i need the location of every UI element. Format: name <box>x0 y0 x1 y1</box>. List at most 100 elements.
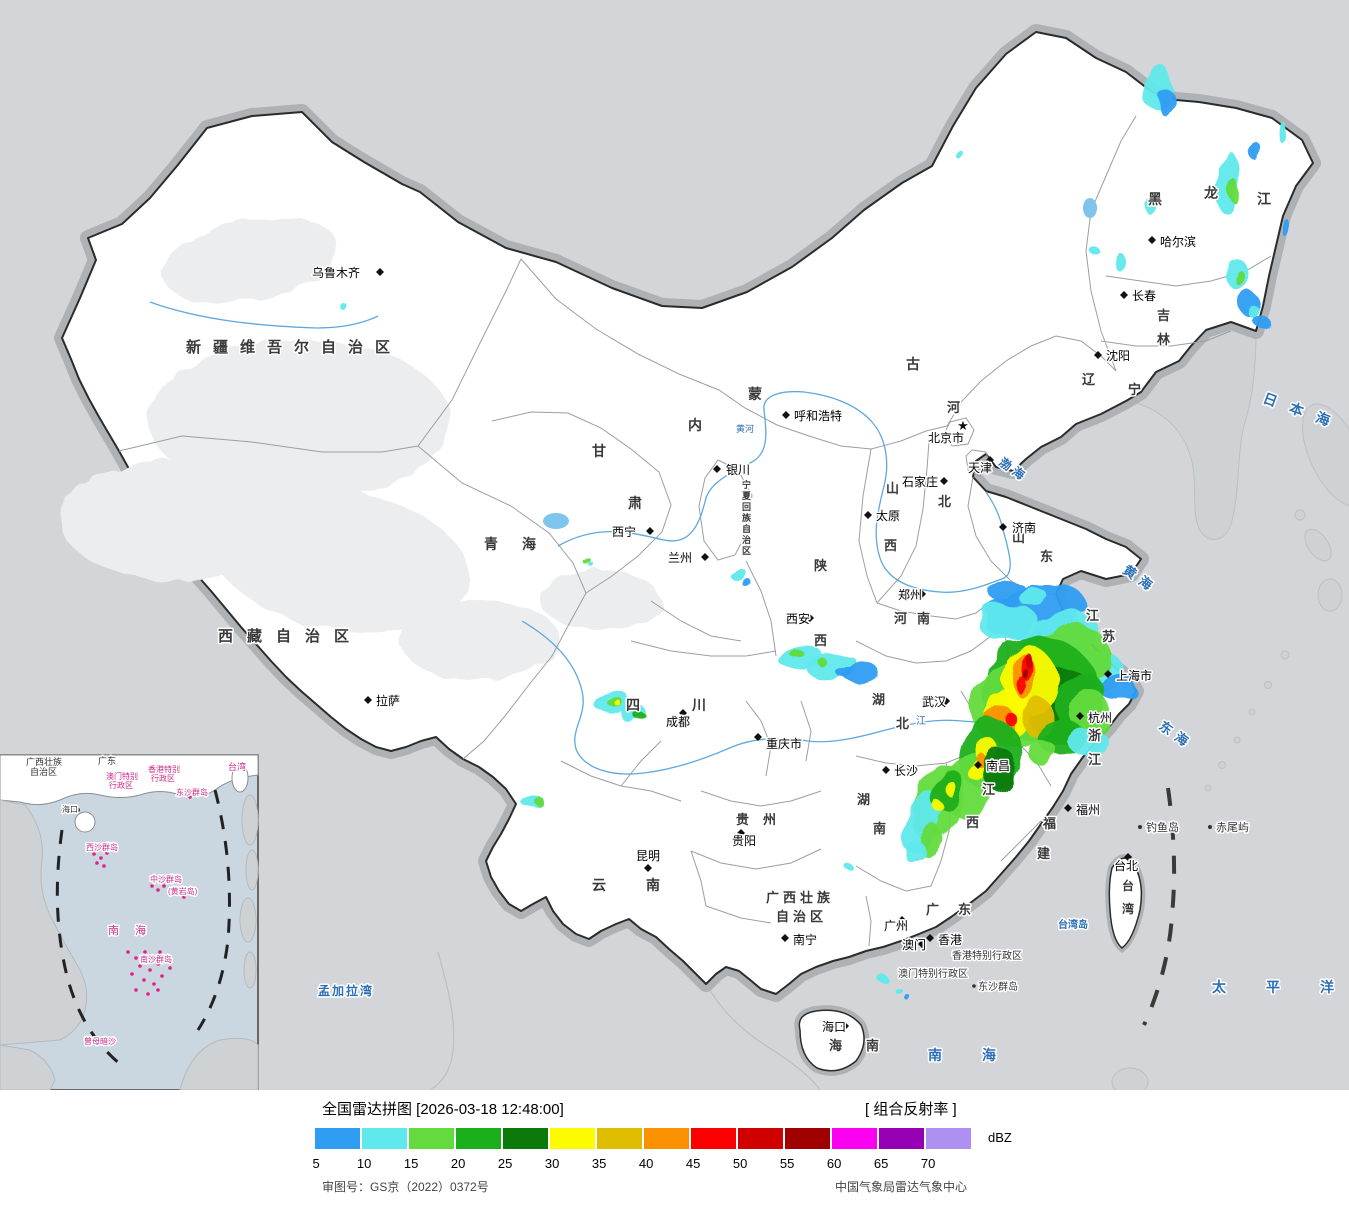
radar-echo <box>342 306 350 312</box>
radar-echo <box>1068 728 1108 756</box>
province-label: 甘 <box>592 443 606 459</box>
island-label: 钓鱼岛 <box>1146 820 1179 834</box>
radar-echo <box>534 797 544 805</box>
radar-echo <box>958 152 966 162</box>
city-marker <box>999 523 1007 531</box>
inset-island-dot <box>92 852 96 856</box>
inset-philippines <box>239 794 259 989</box>
radar-echo <box>836 666 854 678</box>
city-marker <box>1124 853 1132 861</box>
radar-echo <box>789 648 803 658</box>
inset-label: 行政区 <box>109 780 133 790</box>
inset-island-dot <box>160 974 164 978</box>
legend-color-box <box>456 1128 501 1149</box>
province-label: 湾 <box>1122 901 1134 916</box>
province-label: 广 <box>926 902 939 917</box>
province-label: 河南 <box>894 611 940 626</box>
river-label: 黄河 <box>736 423 754 434</box>
radar-echo <box>1229 178 1237 202</box>
radar-echo <box>1235 270 1245 286</box>
radar-echo <box>844 663 880 685</box>
city-label: 石家庄 <box>902 474 938 489</box>
radar-echo <box>1070 690 1110 734</box>
province-label: 山 <box>886 481 899 496</box>
inset-label: 曾母暗沙 <box>84 1036 116 1046</box>
city-label: 武汉 <box>922 695 946 709</box>
city-marker <box>376 268 384 276</box>
city-marker <box>781 934 789 942</box>
inset-island-dot <box>158 950 162 954</box>
radar-echo <box>743 580 753 588</box>
city-marker <box>646 527 654 535</box>
province-label: 黑 <box>1148 191 1162 207</box>
inset-island-dot <box>156 888 160 892</box>
radar-echo <box>634 712 646 720</box>
inset-island-dot <box>134 988 138 992</box>
radar-echo <box>1100 674 1136 702</box>
radar-echo <box>978 602 1038 642</box>
city-marker <box>644 864 652 872</box>
city-marker <box>986 456 994 464</box>
province-label: 东 <box>1040 549 1053 564</box>
inset-label: 东沙群岛 <box>176 787 208 797</box>
province-label: 龙 <box>1203 185 1218 201</box>
province-label: 东 <box>958 902 971 917</box>
sea-label: 台湾岛 <box>1058 918 1088 931</box>
hulun-lake <box>1083 198 1097 218</box>
river-label: 江 <box>916 715 926 727</box>
inset-malay <box>0 1044 56 1090</box>
city-marker <box>364 696 372 704</box>
legend-scale-item: 30 <box>545 1128 597 1184</box>
province-label: 陕 <box>814 558 828 573</box>
inset-island-dot <box>168 888 172 892</box>
inset-label: (黄岩岛) <box>168 886 198 896</box>
city-label: 长沙 <box>894 764 918 778</box>
inset-island-dot <box>162 884 166 888</box>
province-label: 湖 <box>857 792 870 807</box>
city-marker <box>942 697 950 705</box>
legend-scale-item: 60 <box>827 1128 879 1184</box>
inset-island-dot <box>156 962 160 966</box>
province-label: 西 <box>814 633 827 648</box>
radar-echo <box>877 974 887 982</box>
inset-island-dots <box>92 795 192 1042</box>
inset-island-dot <box>182 895 186 899</box>
radar-echo <box>1018 587 1046 605</box>
province-label: 贵 <box>736 812 749 827</box>
province-label: 云南 <box>592 877 700 893</box>
city-marker <box>754 733 762 741</box>
radar-echo <box>1027 740 1057 764</box>
product-name: [ 组合反射率 ] <box>865 1101 957 1118</box>
license-number: 审图号：GS京（2022）0372号 <box>322 1180 489 1194</box>
city-marker <box>864 511 872 519</box>
city-label: 西安 <box>786 611 810 626</box>
province-label: 北 <box>938 494 951 509</box>
legend-value: 35 <box>591 1156 607 1171</box>
legend-scale-item: 70 <box>921 1128 973 1184</box>
city-marker <box>1064 804 1072 812</box>
city-label: 拉萨 <box>376 693 400 708</box>
legend-unit: dBZ <box>988 1130 1012 1145</box>
inset-island-dot <box>150 956 154 960</box>
legend-value: 60 <box>826 1156 842 1171</box>
legend-color-box <box>409 1128 454 1149</box>
tarim-river <box>149 301 379 329</box>
inset-label: 中沙群岛 <box>150 874 182 884</box>
legend-scale-item: 5 <box>312 1128 362 1184</box>
province-label: 南 <box>866 1038 879 1053</box>
sea-label: 太平洋 <box>1212 979 1349 995</box>
inset-label: 香港特别 <box>148 764 180 774</box>
south-china-sea-inset: 广西壮族自治区广东澳门特别行政区香港特别行政区台湾海口东沙群岛西沙群岛中沙群岛(… <box>0 754 259 1090</box>
inset-island-dot <box>142 978 146 982</box>
legend-panel: 全国雷达拼图 [2026-03-18 12:48:00] [ 组合反射率 ] 5… <box>0 1090 1349 1208</box>
inset-island-dot <box>188 795 192 799</box>
province-label: 州 <box>762 812 776 827</box>
radar-echo <box>1090 245 1098 255</box>
radar-echo <box>1005 711 1015 725</box>
city-label: 济南 <box>1012 520 1036 535</box>
city-marker <box>918 590 926 598</box>
inset-nine-dash-right <box>196 789 231 1031</box>
inset-island-dot <box>126 950 130 954</box>
city-marker <box>1148 236 1156 244</box>
sea-label: 孟加拉湾 <box>318 983 374 998</box>
